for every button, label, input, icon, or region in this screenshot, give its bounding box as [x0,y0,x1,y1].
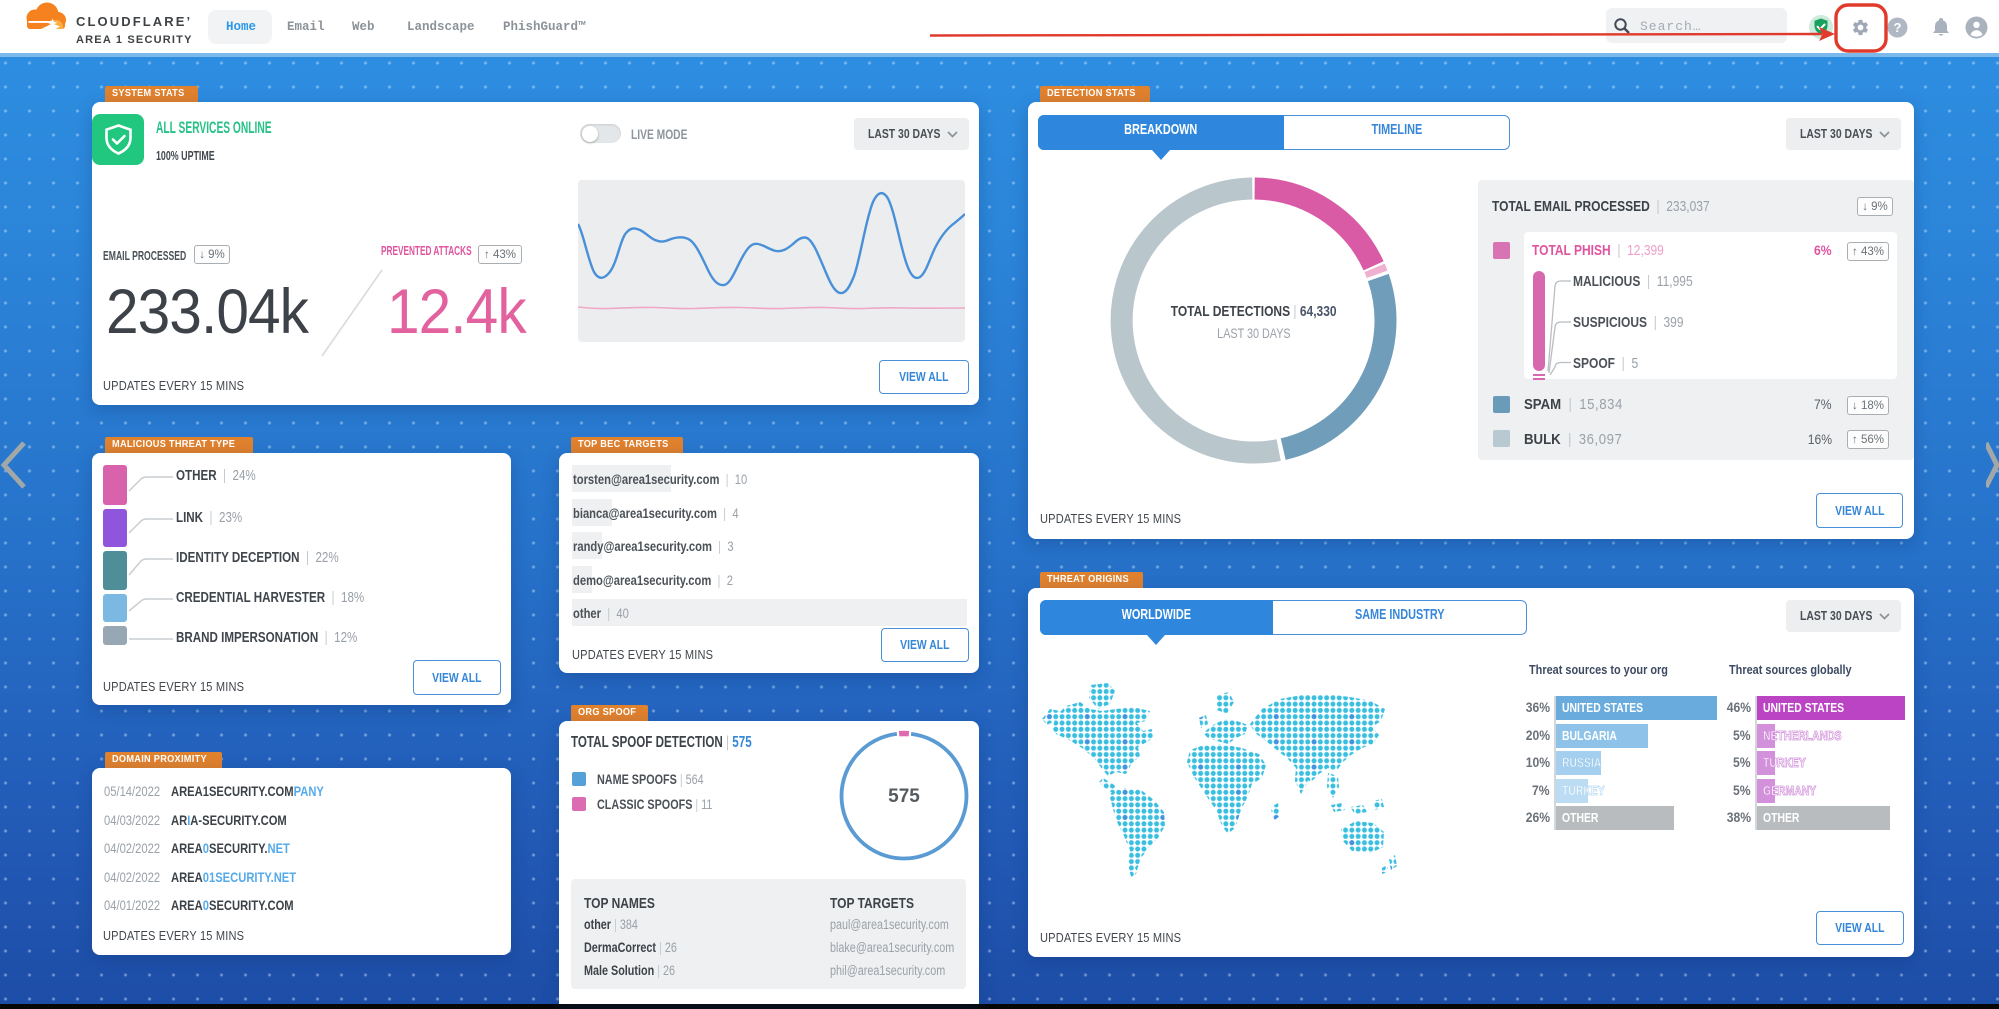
svg-text:575: 575 [888,786,920,807]
svg-text:?: ? [1894,20,1902,35]
